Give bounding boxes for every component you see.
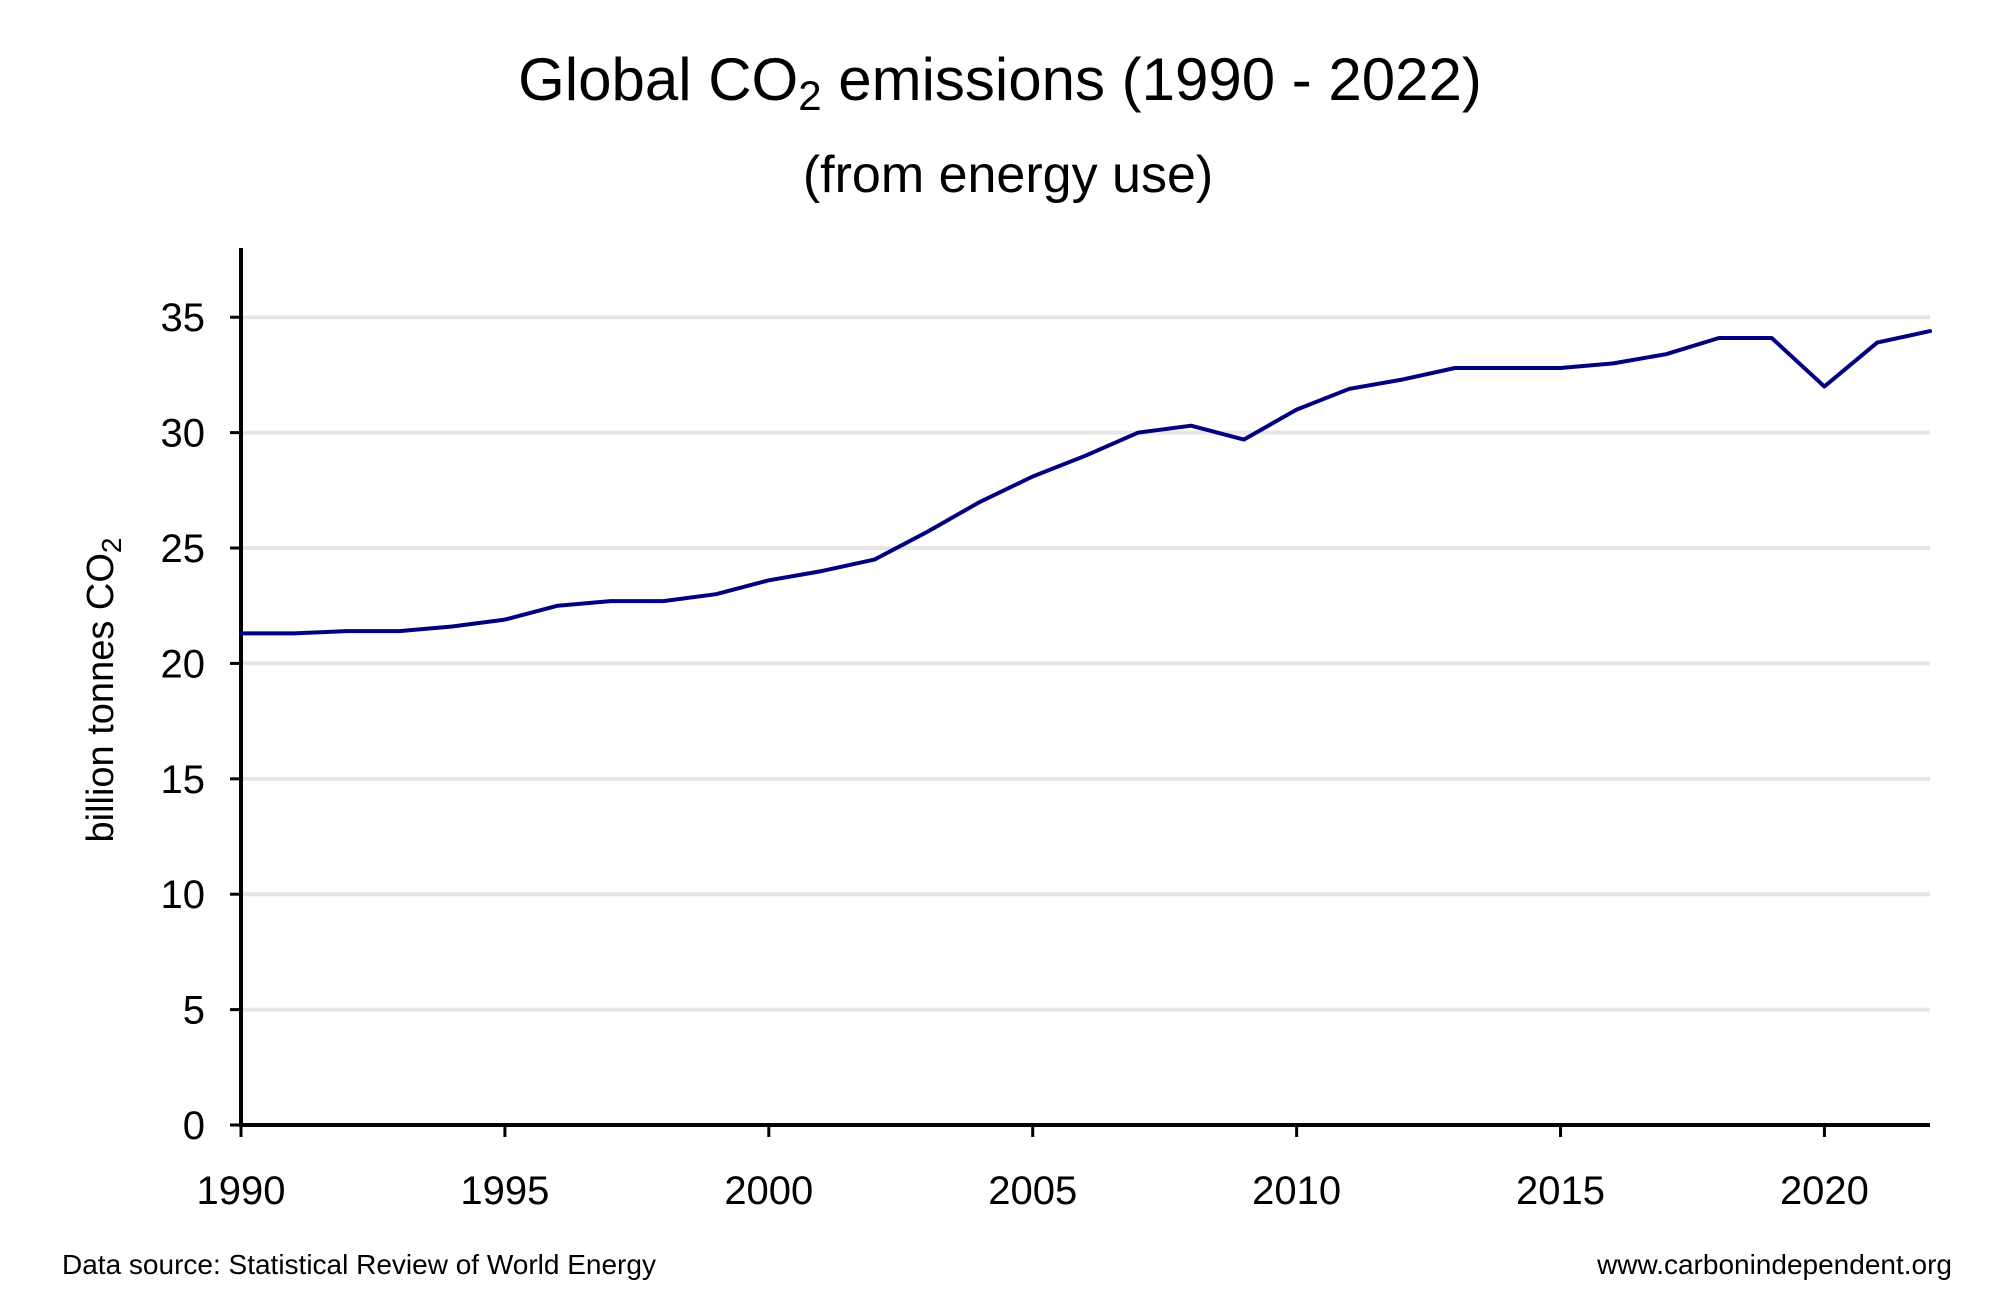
- data-source-note: Data source: Statistical Review of World…: [62, 1249, 656, 1280]
- y-tick-label: 20: [161, 642, 206, 686]
- x-tick-label: 2005: [988, 1169, 1077, 1213]
- website-link[interactable]: www.carbonindependent.org: [1596, 1249, 1952, 1280]
- x-tick-label: 2015: [1516, 1169, 1605, 1213]
- chart-title: Global CO2 emissions (1990 - 2022): [518, 46, 1482, 119]
- y-tick-label: 10: [161, 873, 206, 917]
- x-tick-label: 2020: [1780, 1169, 1869, 1213]
- chart-subtitle: (from energy use): [803, 146, 1213, 204]
- x-tick-label: 2000: [724, 1169, 813, 1213]
- x-tick-label: 1995: [460, 1169, 549, 1213]
- emissions-series-line: [239, 329, 1932, 636]
- y-tick-label: 30: [161, 412, 206, 456]
- ylabel-subscript: 2: [96, 538, 127, 554]
- y-tick-label: 35: [161, 296, 206, 340]
- y-axis-ticks: 0 5 10 15 20 25 30 35: [161, 296, 241, 1148]
- y-tick-label: 5: [183, 989, 205, 1033]
- y-tick-label: 15: [161, 758, 206, 802]
- y-tick-label: 0: [183, 1104, 205, 1148]
- x-tick-label: 2010: [1252, 1169, 1341, 1213]
- x-tick-label: 1990: [197, 1169, 286, 1213]
- y-tick-label: 25: [161, 527, 206, 571]
- title-subscript: 2: [798, 72, 821, 119]
- y-axis-label: billion tonnes CO2: [80, 538, 127, 843]
- gridlines: [241, 315, 1930, 1012]
- x-axis-ticks: 1990 1995 2000 2005 2010 2015 2020: [197, 1125, 1869, 1213]
